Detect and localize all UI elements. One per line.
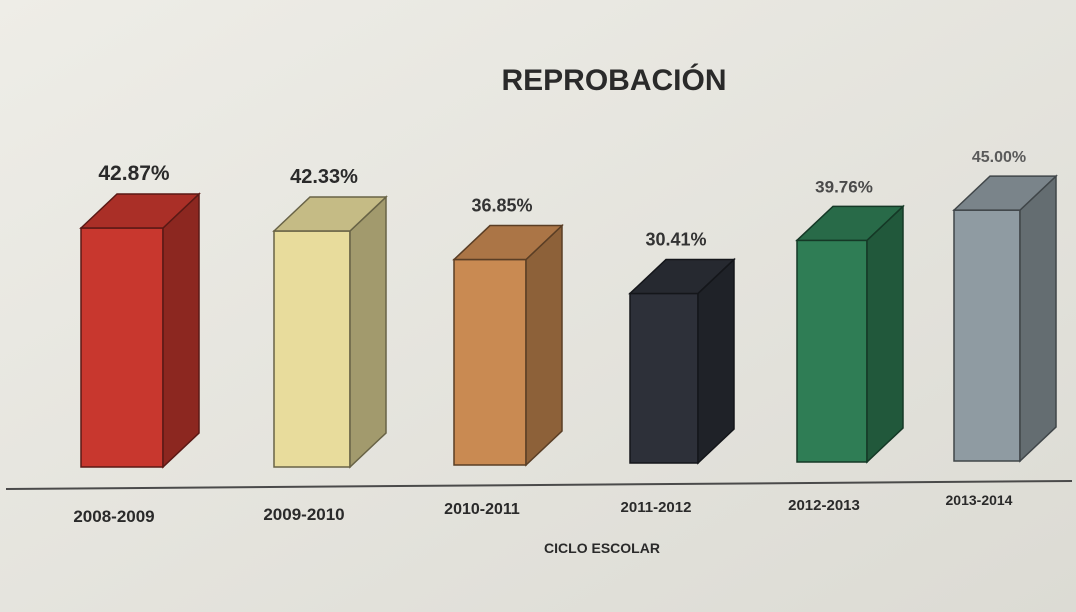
x-tick-label: 2013-2014: [946, 492, 1013, 508]
bar-2009-2010: [272, 195, 388, 469]
bar-front-face: [80, 227, 164, 468]
bar-top-face: [952, 175, 1058, 211]
bar-side-face: [1019, 174, 1057, 463]
bar-top-face: [272, 196, 388, 232]
bar-top-face: [628, 258, 736, 295]
chart-title: REPROBACIÓN: [501, 63, 726, 97]
x-axis-label: CICLO ESCOLAR: [544, 540, 660, 556]
value-label: 36.85%: [471, 196, 532, 216]
bar-side-face: [866, 204, 904, 464]
value-label: 39.76%: [815, 177, 873, 196]
bar-side-face: [697, 257, 735, 465]
bar-top-face: [452, 224, 564, 261]
value-label: 42.87%: [98, 162, 170, 185]
bar-top-face: [79, 193, 201, 229]
x-tick-labels: 2008-2009 2009-2010 2010-2011 2011-2012 2012…: [73, 492, 1012, 526]
bar-2008-2009: [79, 192, 201, 469]
x-axis-line: [5, 480, 1073, 490]
value-label: 45.00%: [972, 149, 1026, 166]
bar-front-face: [796, 239, 868, 463]
value-label: 30.41%: [645, 229, 706, 249]
bar-side-face: [525, 223, 563, 467]
bar-2012-2013: [795, 204, 905, 464]
bar-front-face: [953, 209, 1021, 462]
bar-side-face: [349, 195, 387, 469]
bar-front-face: [453, 258, 527, 466]
bar-front-face: [629, 292, 699, 464]
x-tick-label: 2011-2012: [621, 499, 692, 516]
bar-side-face: [162, 192, 200, 469]
x-tick-label: 2012-2013: [788, 497, 860, 514]
x-tick-label: 2010-2011: [444, 501, 520, 518]
bar-top-face: [795, 205, 905, 242]
x-tick-label: 2008-2009: [73, 507, 154, 526]
x-tick-label: 2009-2010: [263, 505, 344, 524]
bars-group: 42.87% 42.33% 36.85% 30.41% 39.76% 45.00%: [79, 149, 1058, 469]
value-label: 42.33%: [290, 166, 358, 188]
bar-2013-2014: [952, 174, 1058, 463]
bar-2011-2012: [628, 257, 736, 465]
bar-2010-2011: [452, 223, 564, 467]
bar-front-face: [273, 230, 351, 468]
